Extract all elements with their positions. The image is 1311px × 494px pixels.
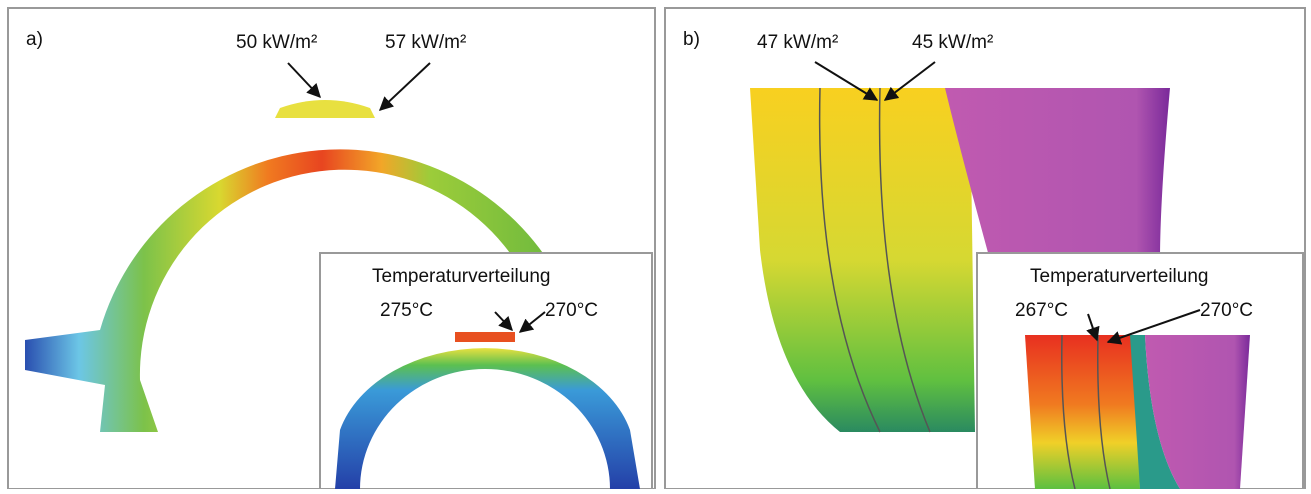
inset-b: Temperaturverteilung 267°C 270°C	[977, 253, 1303, 489]
annotation: 47 kW/m²	[757, 32, 838, 53]
panel-b: b) 47 kW/m² 45 kW/m² Temperaturverteilun…	[665, 8, 1305, 489]
panel-a: a) 50 kW/m² 57 kW/m² Temperaturverteilun…	[8, 8, 655, 489]
annotation: 275°C	[380, 300, 433, 321]
annotation: 50 kW/m²	[236, 32, 317, 53]
inset-title: Temperaturverteilung	[372, 266, 550, 287]
panel-label: b)	[683, 29, 700, 50]
inset-a: Temperaturverteilung 275°C 270°C	[320, 253, 652, 489]
annotation: 45 kW/m²	[912, 32, 993, 53]
annotation: 57 kW/m²	[385, 32, 466, 53]
annotation: 267°C	[1015, 300, 1068, 321]
panel-label: a)	[26, 29, 43, 50]
inset-title: Temperaturverteilung	[1030, 266, 1208, 287]
annotation: 270°C	[1200, 300, 1253, 321]
figure: a) 50 kW/m² 57 kW/m² Temperaturverteilun…	[0, 0, 1311, 489]
annotation: 270°C	[545, 300, 598, 321]
